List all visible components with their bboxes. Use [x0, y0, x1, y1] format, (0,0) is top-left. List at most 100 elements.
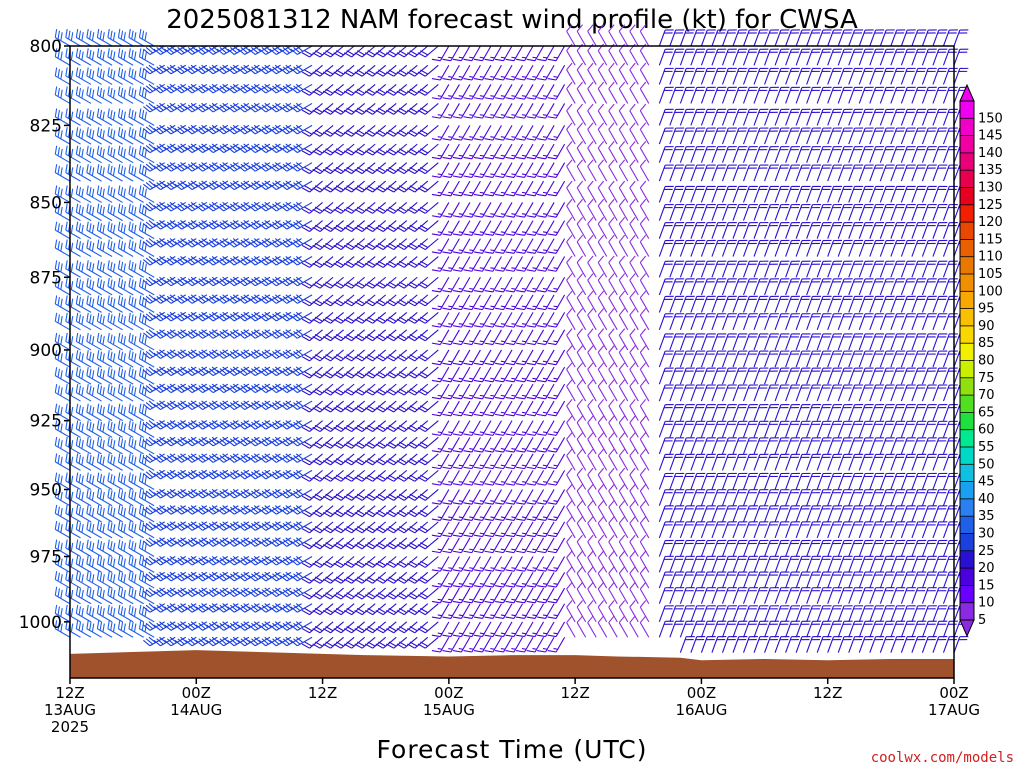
wind-barb	[143, 469, 165, 480]
wind-barb	[96, 453, 113, 471]
wind-barb	[107, 277, 123, 296]
wind-barb	[128, 260, 144, 278]
wind-barb	[65, 332, 81, 351]
wind-barb	[54, 420, 71, 438]
y-tick-label: 950	[30, 480, 62, 500]
wind-barb	[54, 28, 71, 47]
colorbar-label: 45	[978, 475, 995, 490]
credit-text: coolwx.com/models	[871, 750, 1014, 766]
wind-barb	[164, 488, 187, 499]
wind-barb	[143, 64, 165, 75]
wind-barb	[75, 504, 92, 523]
wind-barb	[128, 586, 144, 605]
wind-barb	[143, 349, 165, 359]
wind-barb	[164, 349, 187, 359]
wind-barb	[164, 180, 187, 191]
wind-barb	[107, 312, 123, 331]
wind-barb	[75, 48, 92, 66]
wind-barb	[143, 636, 165, 647]
wind-barb	[96, 367, 113, 385]
colorbar-segment	[960, 187, 974, 206]
wind-barb	[107, 67, 123, 85]
wind-barb	[86, 403, 102, 422]
wind-barb	[143, 555, 165, 566]
wind-barb	[117, 164, 134, 182]
wind-barb	[164, 521, 187, 531]
wind-barb	[138, 185, 155, 203]
wind-barb	[86, 420, 102, 438]
wind-barb	[128, 504, 144, 523]
wind-barb	[143, 162, 165, 172]
wind-barb	[54, 221, 71, 240]
wind-barb	[107, 221, 123, 240]
wind-barb	[96, 384, 113, 402]
wind-barb	[128, 620, 144, 638]
wind-barb	[953, 67, 969, 85]
wind-barb	[75, 520, 92, 539]
wind-barb	[164, 621, 187, 631]
colorbar-label: 90	[978, 319, 995, 334]
wind-barb	[128, 145, 144, 164]
wind-barb	[86, 384, 102, 402]
wind-barb	[86, 571, 102, 589]
wind-barb	[164, 220, 187, 230]
wind-barb	[164, 201, 187, 212]
wind-barb	[117, 350, 134, 368]
colorbar-label: 120	[978, 215, 1003, 230]
wind-barb	[153, 555, 176, 566]
wind-barb	[117, 277, 134, 296]
colorbar-label: 125	[978, 198, 1003, 213]
colorbar-label: 5	[978, 613, 986, 628]
wind-barb	[164, 238, 187, 248]
wind-barb	[54, 453, 71, 471]
wind-barb	[164, 537, 187, 547]
wind-barb	[54, 571, 71, 589]
colorbar-min-arrow	[959, 619, 975, 638]
wind-barb	[107, 520, 123, 539]
wind-barb	[117, 260, 134, 278]
wind-barb	[138, 86, 155, 104]
colorbar-label: 140	[978, 146, 1003, 161]
x-tick-label: 00Z	[939, 684, 968, 702]
wind-barb	[54, 145, 71, 164]
x-tick-label: 13AUG	[44, 701, 96, 719]
wind-barb	[54, 277, 71, 296]
wind-barb	[164, 400, 187, 411]
colorbar-label: 50	[978, 457, 995, 472]
colorbar-label: 20	[978, 561, 995, 576]
wind-barb	[86, 332, 102, 351]
wind-barb	[153, 143, 176, 154]
wind-barb	[153, 201, 176, 212]
colorbar-segment	[960, 135, 974, 154]
wind-barb	[86, 555, 102, 573]
colorbar-segment	[960, 395, 974, 413]
x-tick-label: 17AUG	[928, 701, 980, 719]
wind-barb	[143, 311, 165, 322]
wind-barb	[143, 45, 165, 55]
wind-barb	[107, 571, 123, 589]
wind-barb	[138, 48, 155, 66]
wind-barb	[164, 83, 187, 94]
wind-barb	[86, 145, 102, 164]
wind-barb	[153, 349, 176, 359]
y-tick-label: 825	[30, 116, 62, 136]
wind-barb	[164, 294, 187, 304]
wind-barb	[117, 203, 134, 222]
wind-barb	[138, 127, 155, 145]
wind-barb	[138, 260, 155, 278]
wind-barb	[107, 203, 123, 222]
wind-barb	[143, 124, 165, 135]
colorbar-segment	[960, 170, 974, 188]
wind-barb	[75, 436, 92, 455]
wind-barb	[164, 636, 187, 647]
wind-barb	[164, 329, 187, 339]
colorbar-segment	[960, 429, 974, 448]
wind-barb	[75, 127, 92, 145]
wind-barb	[96, 571, 113, 589]
wind-barb	[54, 384, 71, 402]
wind-barb	[107, 239, 123, 258]
wind-barb	[107, 185, 123, 203]
wind-barb	[869, 29, 885, 47]
wind-barb	[86, 295, 102, 313]
wind-barb	[107, 504, 123, 523]
